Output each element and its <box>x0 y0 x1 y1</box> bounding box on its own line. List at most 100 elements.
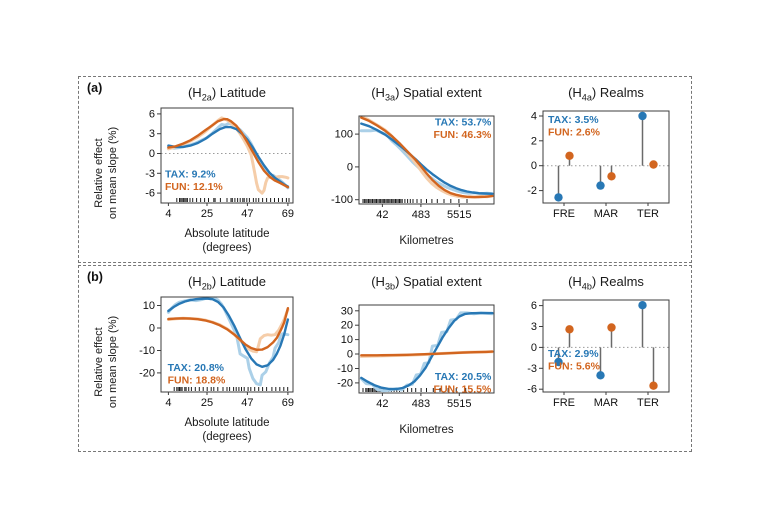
x-axis-label: Absolute latitude (degrees) <box>184 228 270 255</box>
svg-text:25: 25 <box>201 208 213 220</box>
title-subscript: 4b <box>581 281 592 292</box>
svg-text:FRE: FRE <box>553 397 575 409</box>
chart-h4a: 4 2 0 -2 FRE MAR TER TAX: 3.5% FUN: 2.6% <box>521 106 685 220</box>
svg-text:6: 6 <box>149 108 155 120</box>
svg-text:47: 47 <box>241 208 253 220</box>
svg-text:0: 0 <box>347 349 353 361</box>
svg-text:FUN: 46.3%: FUN: 46.3% <box>434 129 492 141</box>
svg-text:FUN: 18.8%: FUN: 18.8% <box>168 375 226 387</box>
svg-text:-3: -3 <box>527 363 537 375</box>
chart-title-h4b: (H4b) Realms <box>524 274 688 292</box>
title-text: ) Latitude <box>211 85 267 100</box>
svg-text:69: 69 <box>282 208 294 220</box>
svg-text:-20: -20 <box>337 377 353 389</box>
svg-text:TAX: 20.8%: TAX: 20.8% <box>168 362 225 374</box>
plot-wrap: 100 0 -100 42 483 5515 TAX: 53.7% FUN: 46.3% <box>325 111 504 221</box>
svg-text:-10: -10 <box>139 345 155 357</box>
plot-wrap: 30 20 10 0 -10 -20 42 483 5515 TAX: 20.5% FUN: 15.… <box>325 300 504 410</box>
svg-text:-10: -10 <box>337 363 353 375</box>
title-text: (H <box>568 274 582 289</box>
svg-text:483: 483 <box>412 209 430 221</box>
title-text: (H <box>371 274 385 289</box>
svg-text:30: 30 <box>341 305 353 317</box>
svg-text:0: 0 <box>531 342 537 354</box>
plot-wrap: Relative effect on mean slope (%) 6 3 0 -3 -… <box>93 103 301 220</box>
svg-text:3: 3 <box>149 128 155 140</box>
panel-a-label: (a) <box>87 81 103 95</box>
title-text: ) Spatial extent <box>395 85 482 100</box>
svg-text:0: 0 <box>149 148 155 160</box>
svg-text:TAX: 3.5%: TAX: 3.5% <box>548 114 599 126</box>
chart-canvas-h4a: 4 2 0 -2 FRE MAR TER TAX: 3.5%FUN: 2.6% <box>527 110 670 220</box>
svg-text:FRE: FRE <box>553 208 575 220</box>
svg-text:0: 0 <box>347 161 353 173</box>
svg-text:TAX: 53.7%: TAX: 53.7% <box>435 117 492 129</box>
svg-text:-2: -2 <box>527 185 537 197</box>
svg-text:69: 69 <box>282 397 294 409</box>
svg-text:TER: TER <box>637 208 659 220</box>
title-text: ) Realms <box>591 85 644 100</box>
svg-text:47: 47 <box>241 397 253 409</box>
svg-text:10: 10 <box>143 300 155 312</box>
svg-text:20: 20 <box>341 320 353 332</box>
title-text: (H <box>371 85 385 100</box>
svg-text:5515: 5515 <box>447 209 471 221</box>
chart-h2a: 6 3 0 -3 -6 4 25 47 69 TAX: 9.2% FUN: 12.1% <box>135 103 301 220</box>
chart-canvas-h2a: 6 3 0 -3 -6 4 25 47 69 TAX: 9.2%FUN: 12.1% <box>145 107 294 220</box>
title-subscript: 4a <box>581 92 592 103</box>
svg-text:MAR: MAR <box>594 208 619 220</box>
svg-text:-6: -6 <box>527 384 537 396</box>
panel-b-label: (b) <box>87 270 103 284</box>
svg-text:TAX: 9.2%: TAX: 9.2% <box>165 168 216 180</box>
panel-b: (b) (H2b) Latitude Relative effect on me… <box>78 265 692 452</box>
title-subscript: 3a <box>384 92 396 103</box>
svg-text:4: 4 <box>165 397 171 409</box>
title-text: (H <box>187 274 202 289</box>
chart-title-h4a: (H4a) Realms <box>524 85 688 103</box>
svg-text:25: 25 <box>201 397 213 409</box>
svg-text:100: 100 <box>335 129 353 141</box>
svg-text:6: 6 <box>531 300 537 312</box>
title-subscript: 2b <box>201 281 212 292</box>
chart-canvas-h3a: 100 0 -100 42 483 5515 TAX: 53.7%FUN: 46.3% <box>331 115 495 221</box>
svg-text:-6: -6 <box>145 188 155 200</box>
svg-text:-20: -20 <box>139 367 155 379</box>
chart-group-h3b: (H3b) Spatial extent 30 20 10 0 -10 -20 42 483 5… <box>325 274 504 437</box>
svg-text:42: 42 <box>376 398 388 410</box>
title-text: ) Spatial extent <box>395 274 482 289</box>
chart-canvas-h4b: 6 3 0 -3 -6 FRE MAR TER TAX: 2.9%FUN: 5.6% <box>527 299 670 409</box>
y-axis-label: Relative effect on mean slope (%) <box>93 315 119 409</box>
x-axis-label: Kilometres <box>399 424 454 436</box>
chart-group-h3a: (H3a) Spatial extent 100 0 -100 42 483 5515 TA… <box>325 85 504 248</box>
plot-wrap: Relative effect on mean slope (%) 10 0 -10… <box>93 292 301 409</box>
svg-text:MAR: MAR <box>594 397 619 409</box>
chart-h4b: 6 3 0 -3 -6 FRE MAR TER TAX: 2.9% FUN: 5.6% <box>521 295 685 409</box>
svg-text:3: 3 <box>531 321 537 333</box>
chart-group-h2b: (H2b) Latitude Relative effect on mean s… <box>93 274 301 445</box>
x-axis-label: Absolute latitude (degrees) <box>184 417 270 444</box>
x-axis-label: Kilometres <box>399 235 454 247</box>
chart-h3a: 100 0 -100 42 483 5515 TAX: 53.7% FUN: 46.3% <box>325 111 504 221</box>
title-subscript: 3b <box>384 281 396 292</box>
svg-text:483: 483 <box>412 398 430 410</box>
svg-text:4: 4 <box>165 208 171 220</box>
svg-text:-100: -100 <box>331 194 353 206</box>
chart-group-h2a: (H2a) Latitude Relative effect on mean s… <box>93 85 301 256</box>
chart-title-h2b: (H2b) Latitude <box>144 274 310 292</box>
svg-text:FUN: 5.6%: FUN: 5.6% <box>548 361 601 373</box>
svg-text:0: 0 <box>149 323 155 335</box>
chart-group-h4b: (H4b) Realms 6 3 0 -3 -6 FRE MAR TER TAX: 2.9% FU… <box>521 274 685 409</box>
svg-text:FUN: 2.6%: FUN: 2.6% <box>548 127 601 139</box>
chart-h3b: 30 20 10 0 -10 -20 42 483 5515 TAX: 20.5% FUN: 15.… <box>325 300 504 410</box>
svg-text:2: 2 <box>531 135 537 147</box>
svg-text:4: 4 <box>531 111 537 123</box>
chart-title-h2a: (H2a) Latitude <box>144 85 310 103</box>
chart-h2b: 10 0 -10 -20 4 25 47 69 TAX: 20.8% FUN: 18.8% <box>135 292 301 409</box>
title-text: (H <box>187 85 202 100</box>
svg-text:FUN: 12.1%: FUN: 12.1% <box>165 181 223 193</box>
plot-wrap: 6 3 0 -3 -6 FRE MAR TER TAX: 2.9% FUN: 5.6% <box>521 295 685 409</box>
y-axis-label: Relative effect on mean slope (%) <box>93 126 119 220</box>
svg-text:10: 10 <box>341 334 353 346</box>
chart-canvas-h2b: 10 0 -10 -20 4 25 47 69 TAX: 20.8%FUN: 18.8% <box>139 296 294 409</box>
